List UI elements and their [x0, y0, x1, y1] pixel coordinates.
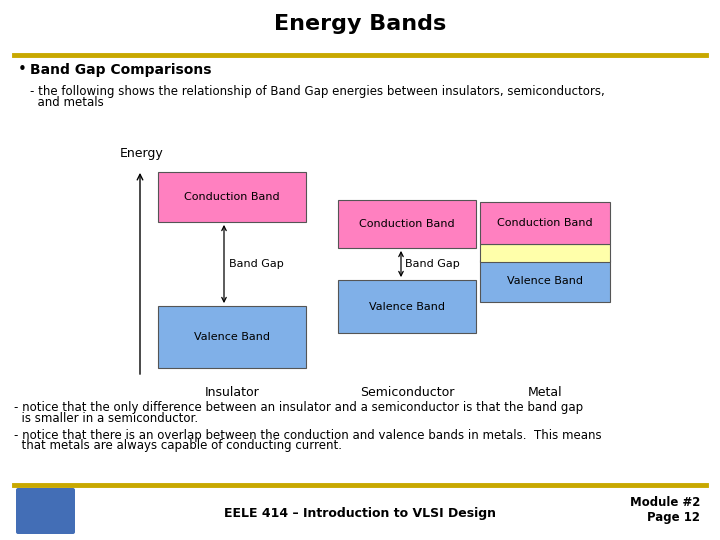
- Text: Energy: Energy: [120, 147, 164, 160]
- Bar: [158, 172, 306, 222]
- Text: Page 12: Page 12: [647, 511, 700, 524]
- Text: Metal: Metal: [528, 386, 562, 399]
- Bar: [480, 260, 610, 302]
- Text: Conduction Band: Conduction Band: [184, 192, 280, 202]
- Text: Conduction Band: Conduction Band: [359, 219, 455, 229]
- Text: Band Gap Comparisons: Band Gap Comparisons: [30, 63, 212, 77]
- Bar: [480, 244, 610, 262]
- Text: Energy Bands: Energy Bands: [274, 14, 446, 34]
- Bar: [338, 200, 476, 248]
- Text: - notice that the only difference between an insulator and a semiconductor is th: - notice that the only difference betwee…: [14, 401, 583, 414]
- Bar: [158, 306, 306, 368]
- Text: Valence Band: Valence Band: [194, 332, 270, 342]
- FancyBboxPatch shape: [16, 488, 75, 534]
- Text: and metals: and metals: [30, 96, 104, 109]
- Bar: [338, 280, 476, 333]
- Text: •: •: [18, 63, 27, 78]
- Bar: [480, 202, 610, 244]
- Text: - notice that there is an overlap between the conduction and valence bands in me: - notice that there is an overlap betwee…: [14, 429, 602, 442]
- Text: Insulator: Insulator: [204, 386, 259, 399]
- Text: Band Gap: Band Gap: [405, 259, 460, 269]
- Text: Conduction Band: Conduction Band: [498, 218, 593, 228]
- Text: Semiconductor: Semiconductor: [360, 386, 454, 399]
- Text: EELE 414 – Introduction to VLSI Design: EELE 414 – Introduction to VLSI Design: [224, 507, 496, 519]
- Text: Valence Band: Valence Band: [507, 276, 583, 286]
- Text: Band Gap: Band Gap: [229, 259, 284, 269]
- Text: is smaller in a semiconductor.: is smaller in a semiconductor.: [14, 411, 198, 424]
- Text: - the following shows the relationship of Band Gap energies between insulators, : - the following shows the relationship o…: [30, 84, 605, 98]
- Text: that metals are always capable of conducting current.: that metals are always capable of conduc…: [14, 440, 342, 453]
- Text: Valence Band: Valence Band: [369, 301, 445, 312]
- Text: Module #2: Module #2: [629, 496, 700, 509]
